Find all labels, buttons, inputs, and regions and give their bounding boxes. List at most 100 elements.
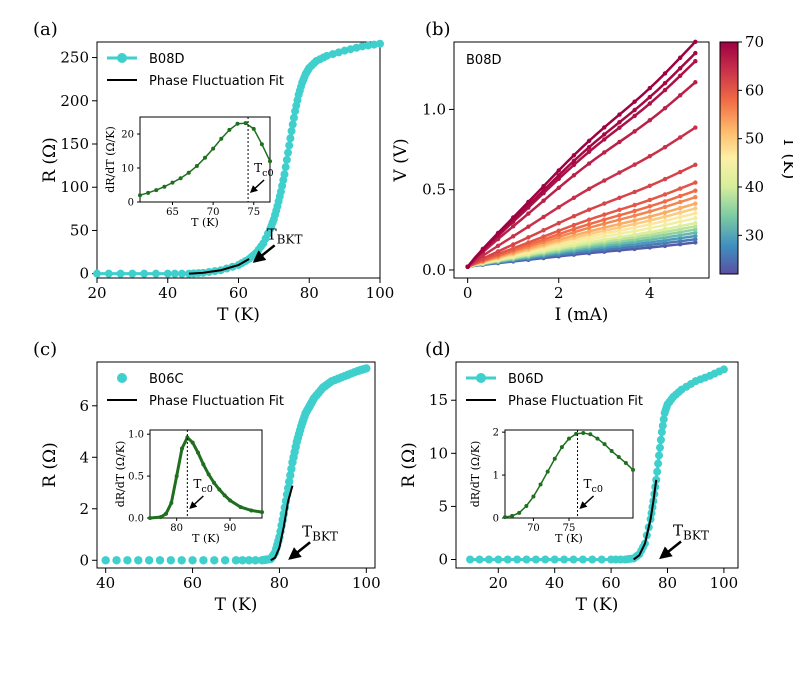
legend-fit-label: Phase Fluctuation Fit (149, 394, 284, 409)
inset-axis-ytick-label: 0 (128, 198, 134, 209)
iv-point (617, 228, 622, 233)
tc0-label: Tc0 (584, 477, 604, 495)
inset-axis-xtick-label: 65 (166, 207, 179, 218)
iv-point (677, 169, 683, 175)
iv-point (693, 194, 698, 200)
axis-xtick-label: 4 (645, 284, 655, 302)
data-point (166, 556, 176, 565)
iv-series (465, 162, 698, 269)
iv-point (632, 107, 637, 113)
iv-point (632, 232, 637, 237)
legend-data-marker (476, 373, 486, 383)
iv-point (602, 125, 607, 130)
data-point (657, 428, 666, 437)
inset-axis-xtick-label: 70 (527, 523, 540, 534)
iv-point (495, 230, 501, 236)
iv-point (586, 186, 592, 192)
inset-y-label: dR/dT (Ω/K) (469, 441, 482, 508)
inset-x-label: T (K) (555, 532, 583, 545)
tbkt-label: TBKT (673, 522, 709, 543)
iv-point (617, 195, 622, 200)
iv-point (662, 199, 668, 204)
legend-data-label: B06D (508, 372, 543, 387)
data-point (287, 464, 296, 474)
axis-xtick-label: 80 (270, 574, 289, 592)
inset: 70 75 0 1 2 T (K) dR/dT (Ω/K) Tc0 (469, 428, 635, 545)
iv-point (602, 137, 607, 142)
data-point (719, 365, 728, 374)
axis-ytick-label: 1.0 (422, 100, 446, 118)
fit-line (633, 479, 658, 561)
data-point (144, 556, 154, 565)
data-point (560, 555, 569, 564)
colorbar-tick-label: 60 (745, 81, 764, 99)
iv-point (617, 217, 622, 222)
inset-point (212, 480, 216, 485)
iv-point (556, 185, 561, 191)
inset-point (138, 193, 142, 198)
iv-point (693, 233, 698, 239)
iv-line (466, 52, 697, 268)
inset-point (631, 467, 635, 472)
panel-b: (b) 0 2 4 0.0 0.5 1.0 I (mA) V (V) B08D 30 40 50 60 70… (391, 19, 793, 325)
tbkt-label: TBKT (302, 522, 338, 543)
data-point (588, 555, 597, 564)
axis-ytick-label: 2 (79, 500, 89, 518)
iv-point (677, 193, 683, 199)
inset-x-label: T (K) (192, 532, 220, 545)
iv-point (632, 225, 637, 230)
iv-point (617, 139, 622, 145)
data-point (244, 556, 254, 565)
inset-point (616, 455, 621, 460)
iv-point (495, 243, 501, 249)
iv-point (617, 225, 622, 230)
iv-point (693, 240, 698, 245)
iv-point (632, 189, 637, 195)
axis-ytick-label: 0 (438, 551, 448, 569)
iv-point (693, 125, 698, 130)
iv-point (602, 225, 607, 230)
data-point (494, 555, 503, 564)
iv-point (602, 221, 607, 226)
iv-point (693, 216, 698, 221)
axis-ytick-label: 250 (60, 49, 89, 67)
inset-point (268, 159, 272, 164)
inset-point (567, 436, 571, 441)
iv-point (510, 242, 516, 247)
colorbar-tick-label: 30 (745, 226, 764, 244)
inset-axis-xtick-label: 80 (170, 523, 183, 534)
inset-point (196, 450, 200, 455)
data-point (134, 556, 143, 565)
inset-point (595, 436, 600, 441)
data-point (287, 127, 296, 136)
iv-point (677, 210, 683, 215)
inset-point (249, 508, 254, 513)
iv-point (693, 180, 698, 185)
data-point (659, 415, 668, 424)
iv-point (662, 218, 668, 224)
iv-point (617, 221, 622, 227)
tbkt-label-main: T (673, 522, 683, 540)
iv-point (677, 214, 683, 220)
iv-point (617, 231, 622, 237)
iv-point (586, 161, 592, 166)
iv-point (693, 50, 698, 56)
axis-ytick-label: 5 (438, 497, 448, 515)
iv-point (586, 145, 592, 150)
axis-xtick-label: 60 (229, 284, 248, 302)
iv-point (693, 227, 698, 232)
iv-point (693, 224, 698, 229)
data-point (163, 269, 172, 278)
iv-point (602, 201, 607, 206)
axis-frame (453, 41, 710, 279)
iv-line (466, 40, 697, 268)
iv-line (466, 81, 697, 268)
axis-xtick-label: 2 (554, 284, 564, 302)
inset-axis-xtick-label: 75 (563, 523, 576, 534)
inset-point (201, 462, 206, 467)
y-axis-label: V (V) (391, 138, 411, 182)
data-point (155, 556, 165, 565)
legend-data-label: B08D (149, 52, 184, 67)
data-point (531, 555, 540, 564)
